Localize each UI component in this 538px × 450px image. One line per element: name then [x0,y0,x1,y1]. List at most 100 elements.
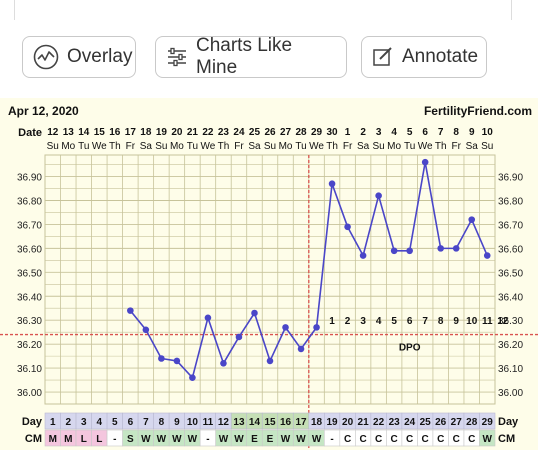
date-label: 14 [78,127,90,138]
day-number: 17 [295,417,307,428]
cm-value: - [206,434,209,445]
weekday-label: Sa [248,141,261,152]
day-number: 20 [342,417,354,428]
date-label: 1 [345,127,351,138]
y-axis-ticks: 36.90 36.90 36.80 36.80 36.70 36.70 36.60 36.60… [17,173,523,399]
day-number: 29 [482,417,494,428]
date-label: 26 [264,127,276,138]
y-tick-label-left: 36.20 [17,340,42,351]
dpo-number: 7 [422,316,428,327]
y-tick-label-right: 36.70 [498,220,523,231]
temperature-point [483,252,491,259]
temperature-point [406,247,413,255]
date-label: 19 [156,127,168,138]
y-tick-label-left: 36.60 [17,244,42,255]
charts-like-mine-button[interactable]: Charts Like Mine [155,35,347,78]
cm-value: C [453,434,460,445]
temperature-point [437,245,444,252]
annotate-button[interactable]: Annotate [361,36,487,78]
y-tick-label-right: 36.50 [498,268,523,279]
dpo-number: 6 [407,316,413,327]
cm-value: W [312,434,322,445]
y-tick-label-left: 36.80 [17,196,42,207]
sliders-icon [168,47,186,67]
date-label: 18 [140,127,152,138]
overlay-button[interactable]: Overlay [22,36,136,78]
day-number: 12 [218,417,230,428]
date-label: 7 [438,127,444,138]
day-number: 25 [420,417,432,428]
date-label: 22 [202,127,214,138]
charts-like-mine-label: Charts Like Mine [196,35,293,78]
date-label: 2 [360,127,366,138]
day-number: 16 [280,417,292,428]
top-strip-right [511,0,528,20]
cm-value: E [251,434,258,445]
chart-date: Apr 12, 2020 [8,104,79,118]
cm-cell [479,429,496,447]
cm-value: C [422,434,429,445]
day-number: 15 [264,417,276,428]
weekday-label: Sa [140,141,153,152]
day-number: 11 [203,417,214,428]
dpo-label: DPO [399,343,421,354]
cm-value: L [96,434,102,445]
weekday-label: Fr [451,141,461,152]
cm-row-label: CM [25,433,42,445]
day-cell [479,412,496,430]
day-number: 22 [373,417,385,428]
temperature-point [344,223,351,231]
temperature-point [220,359,227,367]
cm-value: W [296,434,306,445]
cm-value: S [127,434,134,445]
cm-value: C [468,434,475,445]
cm-row-label-right: CM [498,433,515,445]
y-tick-label-left: 36.10 [17,364,42,375]
temperature-point [158,355,165,362]
cm-value: C [391,434,398,445]
day-number: 18 [311,417,323,428]
date-label: 6 [422,127,428,138]
date-row-label: Date [18,127,42,139]
temperature-point [142,326,150,334]
cm-value: C [437,434,444,445]
day-number: 14 [249,417,261,428]
temperature-point [204,314,212,322]
weekday-label: Mo [170,141,184,152]
date-header: 12Su13Mo14Tu15We16Th17Fr18Sa19Su20Mo21Tu… [47,127,494,152]
date-label: 5 [407,127,413,138]
y-tick-label-right: 36.10 [498,364,523,375]
weekday-label: Sa [357,141,370,152]
top-strip [0,0,538,20]
cm-value: E [267,434,274,445]
temperature-point [468,216,476,223]
chart-toolbar: Overlay Charts Like Mine Annotate [0,35,538,82]
top-strip-left [0,0,15,20]
date-label: 15 [94,127,106,138]
date-label: 30 [327,127,339,138]
y-tick-label-right: 36.30 [498,316,523,327]
temperature-series [127,158,491,381]
cm-value: W [234,434,244,445]
day-row-label: Day [22,416,43,428]
dpo-number: 8 [438,316,444,327]
dpo-number: 4 [376,316,382,327]
y-tick-label-left: 36.70 [17,220,42,231]
cm-value: - [330,434,333,445]
day-number: 23 [389,417,401,428]
cm-value: W [157,434,167,445]
day-number: 9 [174,417,180,428]
day-number: 4 [97,417,103,428]
y-tick-label-left: 36.00 [17,388,42,399]
day-number: 1 [50,417,56,428]
weekday-label: Th [435,141,447,152]
temperature-point [173,357,181,365]
temperature-point [189,374,196,381]
y-tick-label-right: 36.20 [498,340,523,351]
day-number: 3 [81,417,87,428]
date-label: 21 [187,127,199,138]
weekday-label: We [309,141,324,152]
date-label: 3 [376,127,382,138]
cm-value: M [64,434,72,445]
